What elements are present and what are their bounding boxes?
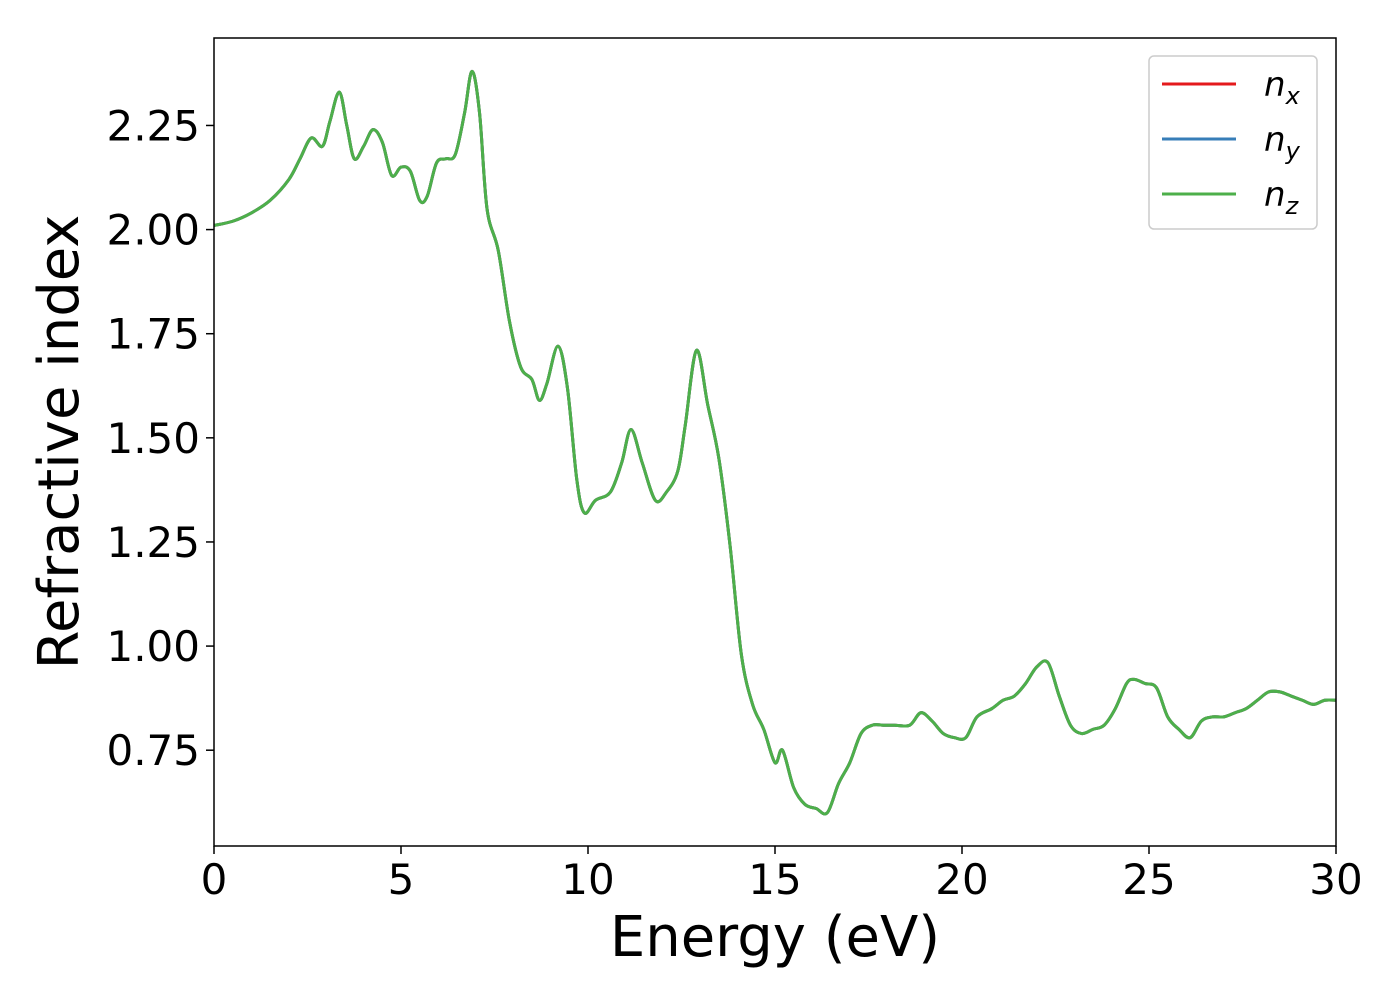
x-tick-label: 0 bbox=[201, 855, 228, 904]
x-tick-label: 5 bbox=[388, 855, 415, 904]
x-axis-ticks: 0 5 10 15 20 25 30 bbox=[201, 846, 1363, 904]
legend: nx ny nz bbox=[1148, 55, 1318, 230]
y-tick-label: 2.25 bbox=[106, 101, 200, 150]
legend-label-n-x: nx bbox=[1264, 65, 1301, 110]
legend-label-n-y: ny bbox=[1264, 120, 1301, 165]
x-tick-label: 15 bbox=[748, 855, 801, 904]
y-tick-label: 2.00 bbox=[106, 206, 200, 255]
legend-label-n-z: nz bbox=[1264, 175, 1300, 220]
y-tick-label: 1.50 bbox=[106, 414, 200, 463]
y-tick-label: 1.25 bbox=[106, 518, 200, 567]
x-tick-label: 25 bbox=[1122, 855, 1175, 904]
series-line-n-z bbox=[214, 69, 1336, 816]
y-axis-title: Refractive index bbox=[27, 215, 92, 670]
x-tick-label: 20 bbox=[935, 855, 988, 904]
series-layer bbox=[214, 69, 1336, 816]
x-axis-title: Energy (eV) bbox=[610, 905, 940, 970]
y-tick-label: 0.75 bbox=[106, 726, 200, 775]
x-tick-label: 30 bbox=[1309, 855, 1362, 904]
x-tick-label: 10 bbox=[561, 855, 614, 904]
y-tick-label: 1.00 bbox=[106, 622, 200, 671]
y-axis-ticks: 0.75 1.00 1.25 1.50 1.75 2.00 2.25 bbox=[106, 101, 214, 775]
y-tick-label: 1.75 bbox=[106, 310, 200, 359]
legend-box bbox=[1148, 55, 1318, 230]
